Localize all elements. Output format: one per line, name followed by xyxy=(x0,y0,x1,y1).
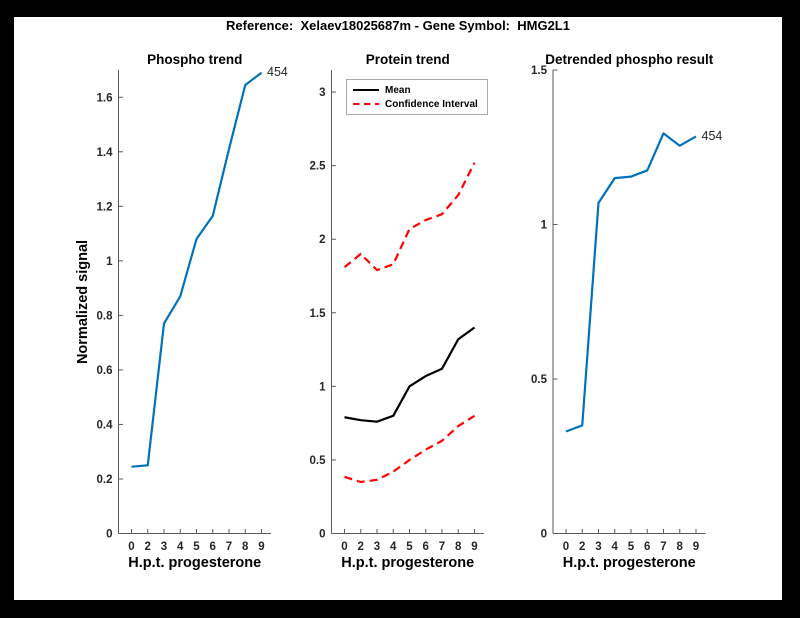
y-tick-label: 1 xyxy=(106,256,113,268)
y-tick-label: 0 xyxy=(319,529,325,541)
x-tick-label: 4 xyxy=(390,541,397,553)
phospho-signal-line xyxy=(131,71,263,468)
legend-box: Mean Confidence Interval xyxy=(346,79,488,115)
x-tick-label: 5 xyxy=(193,541,200,553)
x-tick-label: 0 xyxy=(128,541,134,553)
y-tick-label: 0.2 xyxy=(97,474,113,486)
y-tick-label: 1.2 xyxy=(97,201,113,213)
y-tick-label: 2 xyxy=(319,234,325,246)
plot3-title: Detrended phospho result xyxy=(545,52,714,67)
y-tick-label: 1.4 xyxy=(97,147,114,159)
x-tick-label: 9 xyxy=(693,541,699,553)
y-tick-label: 3 xyxy=(319,87,325,99)
x-tick-label: 3 xyxy=(374,541,380,553)
x-tick-label: 7 xyxy=(660,541,666,553)
x-tick-label: 5 xyxy=(406,541,413,553)
x-tick-label: 7 xyxy=(226,541,232,553)
x-tick-label: 9 xyxy=(258,541,264,553)
x-tick-label: 8 xyxy=(242,541,249,553)
y-tick-label: 1.5 xyxy=(310,308,327,320)
y-tick-label: 0.5 xyxy=(531,374,548,386)
plot1-end-annotation: 454 xyxy=(267,65,288,80)
x-tick-label: 0 xyxy=(341,541,347,553)
mean-line xyxy=(344,326,476,423)
y-tick-label: 0.5 xyxy=(310,455,327,467)
y-tick-label: 2.5 xyxy=(310,161,327,173)
plot2-xaxis-label: H.p.t. progesterone xyxy=(341,555,475,571)
x-tick-label: 2 xyxy=(358,541,364,553)
legend-item-confidence-interval: Confidence Interval xyxy=(353,99,487,110)
x-tick-label: 3 xyxy=(595,541,601,553)
y-tick-label: 1 xyxy=(319,381,326,393)
y-tick-label: 0.4 xyxy=(97,419,114,431)
x-tick-label: 2 xyxy=(579,541,585,553)
x-tick-label: 2 xyxy=(145,541,151,553)
y-tick-label: 0.6 xyxy=(97,365,113,377)
x-tick-label: 8 xyxy=(455,541,462,553)
confidence-interval-line-sample xyxy=(353,102,379,106)
y-tick-label: 0 xyxy=(541,529,547,541)
x-tick-label: 4 xyxy=(612,541,619,553)
plot1-yaxis-label: Normalized signal xyxy=(75,239,91,364)
legend-item-mean: Mean xyxy=(353,85,487,96)
x-tick-label: 0 xyxy=(563,541,569,553)
plot1-xaxis-label: H.p.t. progesterone xyxy=(128,555,262,571)
ci-lower-line xyxy=(344,414,476,484)
x-tick-label: 8 xyxy=(677,541,684,553)
detrended-phospho-line xyxy=(565,132,697,433)
ci-upper-line xyxy=(343,162,476,272)
y-tick-label: 1.5 xyxy=(531,65,548,77)
x-tick-label: 5 xyxy=(628,541,635,553)
mean-line-sample xyxy=(353,89,379,91)
x-tick-label: 7 xyxy=(439,541,445,553)
x-tick-label: 3 xyxy=(161,541,167,553)
plot2-title: Protein trend xyxy=(365,52,450,67)
x-tick-label: 9 xyxy=(471,541,477,553)
x-tick-label: 6 xyxy=(423,541,429,553)
plot1-title: Phospho trend xyxy=(147,52,243,67)
y-tick-label: 0 xyxy=(106,529,112,541)
plot3-xaxis-label: H.p.t. progesterone xyxy=(562,555,696,571)
y-tick-label: 1 xyxy=(541,220,548,232)
figure-title: Reference: Xelaev18025687m - Gene Symbol… xyxy=(226,18,570,33)
x-tick-label: 4 xyxy=(177,541,184,553)
legend-label-confidence-interval: Confidence Interval xyxy=(385,98,478,110)
y-tick-label: 0.8 xyxy=(97,310,114,322)
y-tick-label: 1.6 xyxy=(97,92,113,104)
plot3-end-annotation: 454 xyxy=(701,128,723,143)
x-tick-label: 6 xyxy=(644,541,650,553)
x-tick-label: 6 xyxy=(210,541,216,553)
legend-label-mean: Mean xyxy=(385,84,411,96)
